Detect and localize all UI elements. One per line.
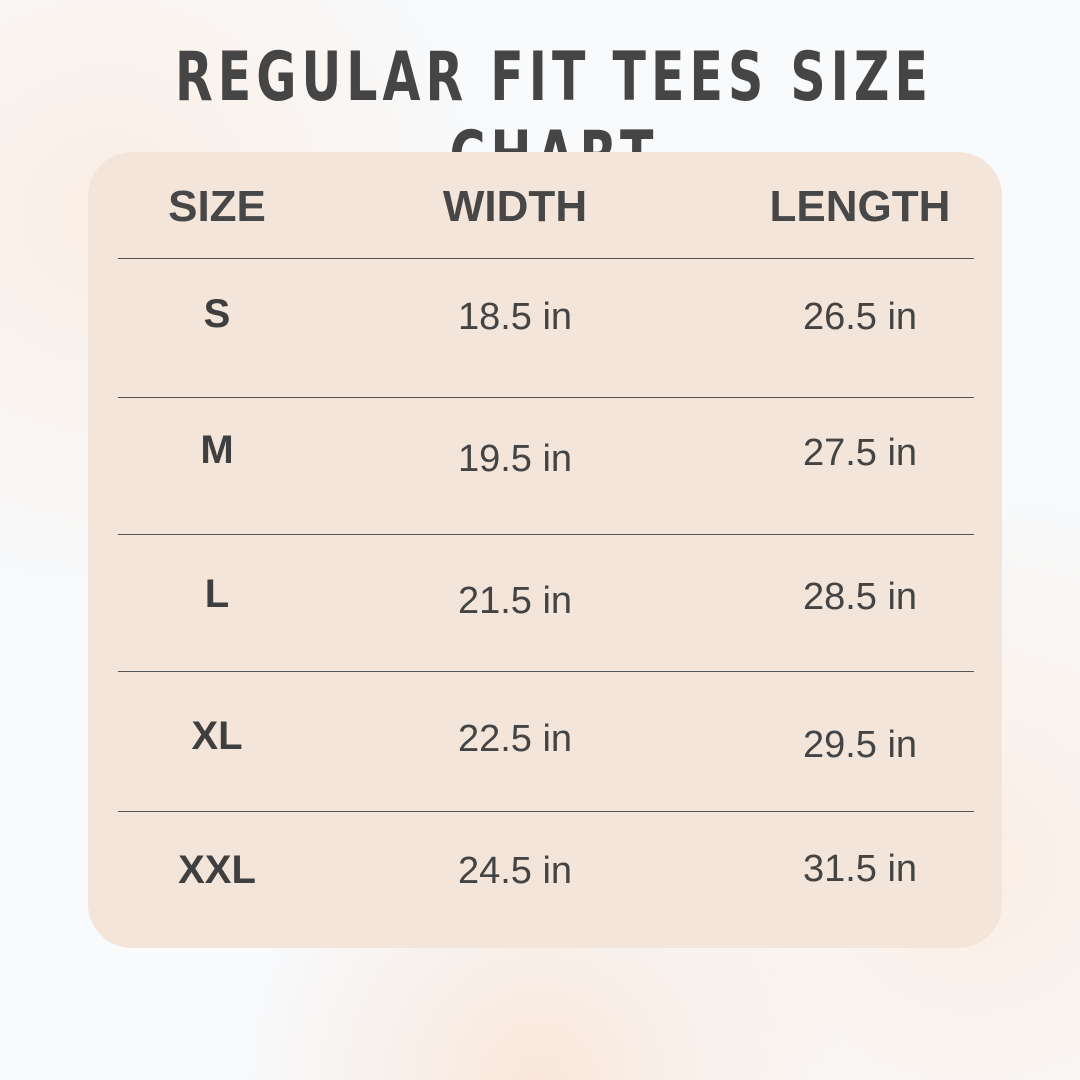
- cell-length: 29.5 in: [802, 724, 918, 766]
- cell-width: 21.5 in: [457, 580, 573, 622]
- cell-length: 28.5 in: [802, 576, 918, 618]
- cell-size: XL: [191, 714, 243, 758]
- cell-size: XXL: [178, 848, 256, 892]
- row-divider: [118, 258, 974, 259]
- cell-width: 22.5 in: [457, 718, 573, 760]
- row-divider: [118, 534, 974, 535]
- header-size: SIZE: [168, 182, 266, 231]
- size-table: [88, 152, 1002, 948]
- cell-size: M: [200, 428, 234, 472]
- cell-size: L: [204, 572, 230, 616]
- cell-size: S: [203, 292, 231, 336]
- row-divider: [118, 811, 974, 812]
- row-divider: [118, 397, 974, 398]
- cell-width: 19.5 in: [457, 438, 573, 480]
- cell-length: 31.5 in: [802, 848, 918, 890]
- cell-length: 26.5 in: [802, 296, 918, 338]
- cell-width: 18.5 in: [457, 296, 573, 338]
- cell-length: 27.5 in: [802, 432, 918, 474]
- header-width: WIDTH: [442, 182, 588, 231]
- cell-width: 24.5 in: [457, 850, 573, 892]
- header-length: LENGTH: [769, 182, 951, 231]
- row-divider: [118, 671, 974, 672]
